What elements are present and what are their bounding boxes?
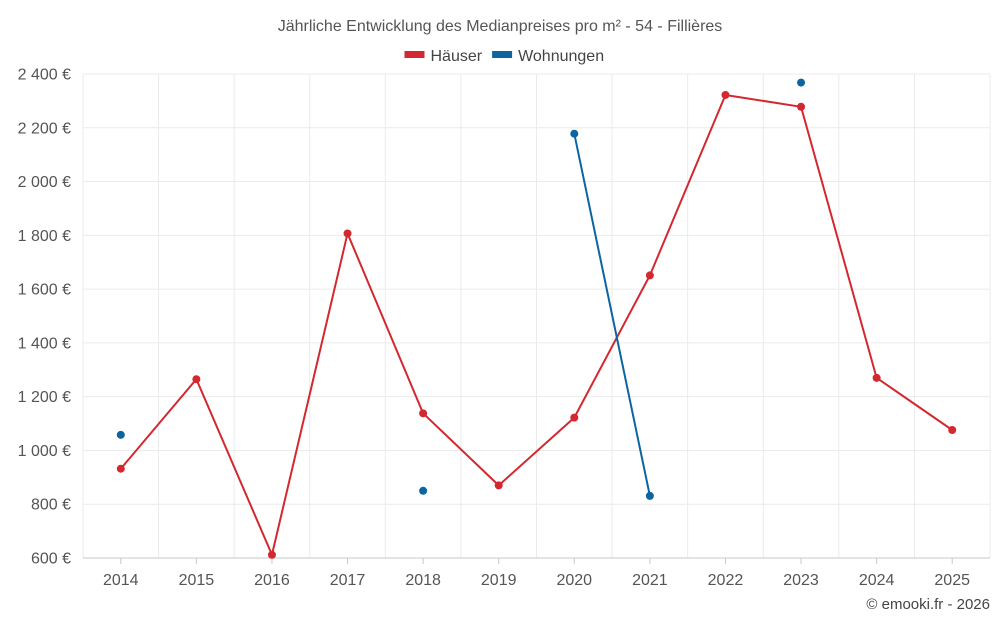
x-tick-label: 2020: [556, 572, 592, 589]
legend-swatch: [492, 51, 513, 58]
series-layer: [116, 78, 957, 559]
data-point[interactable]: [872, 373, 881, 382]
data-point[interactable]: [116, 464, 125, 473]
y-axis: 600 € 800 € 1 000 € 1 200 € 1 400 € 1 600 € 1 …: [18, 67, 71, 568]
legend-swatch: [404, 51, 425, 58]
y-tick-label: 600 €: [31, 551, 71, 568]
legend-label: Wohnungen: [518, 48, 604, 65]
series-line: [573, 133, 651, 497]
x-tick-label: 2014: [103, 572, 139, 589]
x-tick-label: 2018: [405, 572, 441, 589]
y-tick-label: 1 200 €: [18, 389, 71, 406]
chart-title: Jährliche Entwicklung des Medianpreises …: [278, 18, 723, 35]
y-tick-label: 1 600 €: [18, 282, 71, 299]
x-tick-label: 2023: [783, 572, 819, 589]
legend-item-häuser[interactable]: Häuser: [404, 48, 483, 65]
credit-text: © emooki.fr - 2026: [866, 596, 990, 613]
data-point[interactable]: [419, 409, 428, 418]
y-tick-label: 1 000 €: [18, 443, 71, 460]
series-häuser[interactable]: [116, 90, 957, 559]
data-point[interactable]: [645, 271, 654, 280]
data-point[interactable]: [721, 90, 730, 99]
y-tick-label: 2 200 €: [18, 120, 71, 137]
data-point[interactable]: [948, 426, 957, 435]
data-point[interactable]: [494, 481, 503, 490]
y-tick-label: 2 000 €: [18, 174, 71, 191]
x-tick-label: 2017: [330, 572, 366, 589]
x-tick-label: 2016: [254, 572, 290, 589]
data-point[interactable]: [570, 129, 579, 138]
y-tick-label: 1 400 €: [18, 335, 71, 352]
data-point[interactable]: [570, 413, 579, 422]
x-tick-label: 2022: [708, 572, 744, 589]
y-tick-label: 2 400 €: [18, 67, 71, 84]
series-wohnungen[interactable]: [116, 78, 806, 500]
y-tick-label: 800 €: [31, 497, 71, 514]
y-tick-label: 1 800 €: [18, 228, 71, 245]
series-line: [120, 93, 953, 556]
legend[interactable]: Häuser Wohnungen: [404, 48, 605, 65]
data-point[interactable]: [797, 102, 806, 111]
x-tick-label: 2024: [859, 572, 895, 589]
data-point[interactable]: [116, 430, 125, 439]
data-point[interactable]: [419, 486, 428, 495]
data-point[interactable]: [343, 229, 352, 238]
grid: [82, 73, 991, 558]
data-point[interactable]: [645, 491, 654, 500]
x-tick-label: 2019: [481, 572, 517, 589]
data-point[interactable]: [192, 375, 201, 384]
x-tick-label: 2015: [179, 572, 215, 589]
x-tick-label: 2025: [934, 572, 970, 589]
legend-item-wohnungen[interactable]: Wohnungen: [492, 48, 604, 65]
legend-label: Häuser: [431, 48, 483, 65]
x-tick-label: 2021: [632, 572, 668, 589]
x-axis: 2014 2015 2016 2017 2018 2019 2020 2021 2022 2023…: [83, 557, 990, 589]
data-point[interactable]: [797, 78, 806, 87]
data-point[interactable]: [267, 550, 276, 559]
